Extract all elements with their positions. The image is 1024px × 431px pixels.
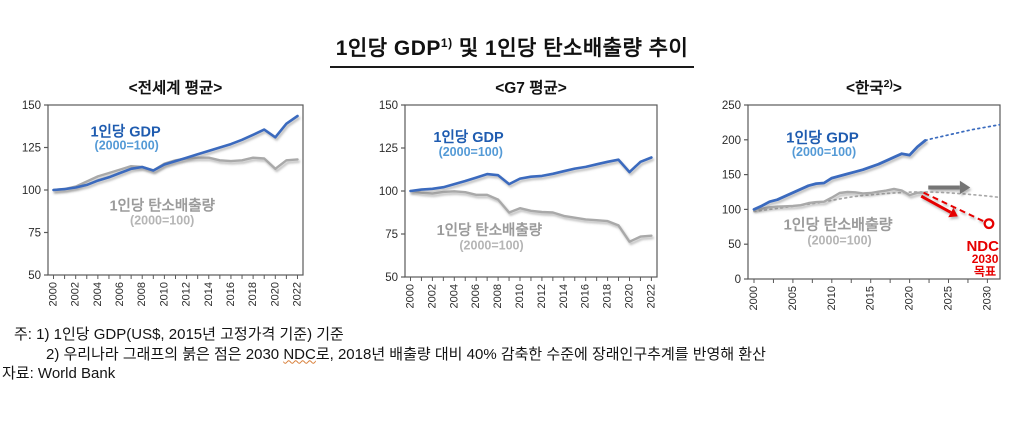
korea-xtick-label: 2005	[787, 286, 799, 310]
g7-ytick-label: 75	[385, 229, 398, 241]
world-co2-sublabel: (2000=100)	[130, 213, 194, 227]
korea-plot-border	[747, 104, 1001, 280]
world-gdp-label: 1인당 GDP	[90, 123, 161, 141]
korea-gdp-label: 1인당 GDP	[786, 128, 859, 146]
footnote-ndc-text: NDC	[283, 345, 316, 363]
g7-co2-label: 1인당 탄소배출량	[437, 221, 543, 239]
world-ytick-label: 75	[28, 228, 41, 240]
footnote-line-2-post: 로, 2018년 배출량 대비 40% 감축한 수준에 장래인구추계를 반영해 …	[315, 345, 766, 363]
g7-gdp-line	[409, 156, 653, 193]
world-co2-label: 1인당 탄소배출량	[109, 197, 215, 215]
main-title: 1인당 GDP1) 및 1인당 탄소배출량 추이	[0, 32, 1024, 68]
g7-xtick-label: 2022	[645, 284, 657, 308]
g7-co2-line	[409, 189, 653, 243]
korea-xtick-label: 2010	[826, 286, 838, 310]
g7-xtick-label: 2008	[492, 284, 504, 308]
world-xtick-label: 2020	[269, 282, 281, 306]
g7-gdp-sublabel: (2000=100)	[439, 145, 503, 159]
chart-world: <전세계 평균> 150 125 100 75 50 2000 2002 2004 2006 200…	[22, 78, 304, 306]
world-ytick-label: 100	[22, 185, 41, 197]
world-ytick-label: 50	[28, 270, 41, 282]
g7-xtick-label: 2012	[536, 284, 548, 308]
ndc-target-marker	[983, 218, 995, 230]
korea-gdp-sublabel: (2000=100)	[792, 145, 856, 159]
g7-xtick-label: 2014	[558, 284, 570, 308]
g7-xtick-label: 2004	[448, 284, 460, 308]
main-title-part1: 1인당 GDP	[335, 37, 441, 60]
ndc-goal-label: 목표	[974, 265, 996, 279]
korea-ytick-label: 200	[722, 135, 741, 147]
main-title-text: 1인당 GDP1) 및 1인당 탄소배출량 추이	[329, 32, 695, 68]
footnote-line-2-pre: 2) 우리나라 그래프의 붉은 점은 2030	[46, 345, 284, 363]
g7-xtick-label: 2016	[580, 284, 592, 308]
g7-xtick-label: 2020	[624, 284, 636, 308]
korea-xtick-label: 2000	[748, 286, 760, 310]
co2-projection-arrow	[928, 180, 971, 195]
g7-ytick-label: 125	[379, 143, 398, 155]
world-panel-title: <전세계 평균>	[129, 78, 223, 97]
world-xtick-label: 2008	[136, 282, 148, 306]
world-xtick-label: 2000	[48, 282, 60, 306]
g7-ytick-label: 150	[379, 100, 398, 112]
korea-ytick-label: 100	[722, 204, 741, 216]
korea-ytick-label: 0	[735, 274, 741, 286]
world-xtick-label: 2006	[114, 282, 126, 306]
world-ytick-label: 150	[22, 100, 41, 112]
korea-ytick-label: 250	[722, 100, 741, 112]
world-ytick-label: 125	[22, 143, 41, 155]
world-xtick-label: 2016	[225, 282, 237, 306]
main-title-footnote-marker: 1)	[440, 36, 453, 50]
ndc-label: NDC	[966, 238, 999, 255]
g7-ytick-label: 100	[379, 186, 398, 198]
world-xtick-label: 2022	[291, 282, 303, 306]
ndc-dashed-line	[923, 191, 984, 223]
korea-xtick-label: 2015	[865, 286, 877, 310]
source-line: 자료: World Bank	[2, 365, 116, 382]
world-xtick-label: 2012	[181, 282, 193, 306]
korea-ytick-label: 50	[728, 239, 741, 251]
g7-gdp-label: 1인당 GDP	[433, 128, 504, 146]
korea-panel-title: <한국2)>	[846, 78, 902, 97]
korea-gdp-line	[752, 139, 927, 211]
g7-ytick-label: 50	[385, 272, 398, 284]
world-gdp-sublabel: (2000=100)	[95, 138, 159, 152]
g7-xtick-label: 2010	[514, 284, 526, 308]
world-xtick-label: 2010	[158, 282, 170, 306]
g7-xtick-label: 2000	[405, 284, 417, 308]
g7-co2-sublabel: (2000=100)	[459, 239, 523, 253]
korea-xtick-label: 2020	[904, 286, 916, 310]
korea-ytick-label: 150	[722, 170, 741, 182]
korea-xtick-label: 2025	[943, 286, 955, 310]
world-xtick-label: 2002	[70, 282, 82, 306]
world-xtick-label: 2018	[247, 282, 259, 306]
footnote-line-2: 2) 우리나라 그래프의 붉은 점은 2030 NDC로, 2018년 배출량 …	[46, 345, 766, 365]
chart-g7: <G7 평균> 150 125 100 75 50 2000 2002 2004 2006 2008…	[379, 79, 658, 308]
korea-xtick-label: 2030	[981, 286, 993, 310]
footnotes: 주: 1) 1인당 GDP(US$, 2015년 고정가격 기준) 기준 2) …	[2, 325, 766, 384]
main-title-part2: 및 1인당 탄소배출량 추이	[452, 37, 689, 60]
g7-panel-title: <G7 평균>	[495, 79, 567, 97]
korea-co2-sublabel: (2000=100)	[807, 234, 871, 248]
world-xtick-label: 2004	[92, 282, 104, 306]
world-gdp-line	[52, 114, 299, 192]
korea-co2-line	[752, 187, 927, 211]
korea-co2-label: 1인당 탄소배출량	[783, 215, 892, 233]
chart-korea: <한국2)> 250 200 150 100 50 0 2000 2005 2010 2015 202…	[722, 78, 1001, 310]
korea-gdp-projection-line	[924, 123, 1000, 142]
world-co2-line	[52, 156, 299, 192]
ndc-path-arrow	[920, 194, 958, 218]
g7-xtick-label: 2006	[470, 284, 482, 308]
g7-xtick-label: 2002	[426, 284, 438, 308]
footnote-line-1: 주: 1) 1인당 GDP(US$, 2015년 고정가격 기준) 기준	[14, 326, 344, 343]
g7-xtick-label: 2018	[602, 284, 614, 308]
world-xtick-label: 2014	[203, 282, 215, 306]
ndc-year-label: 2030	[972, 252, 999, 266]
korea-co2-projection-line	[753, 191, 1000, 213]
